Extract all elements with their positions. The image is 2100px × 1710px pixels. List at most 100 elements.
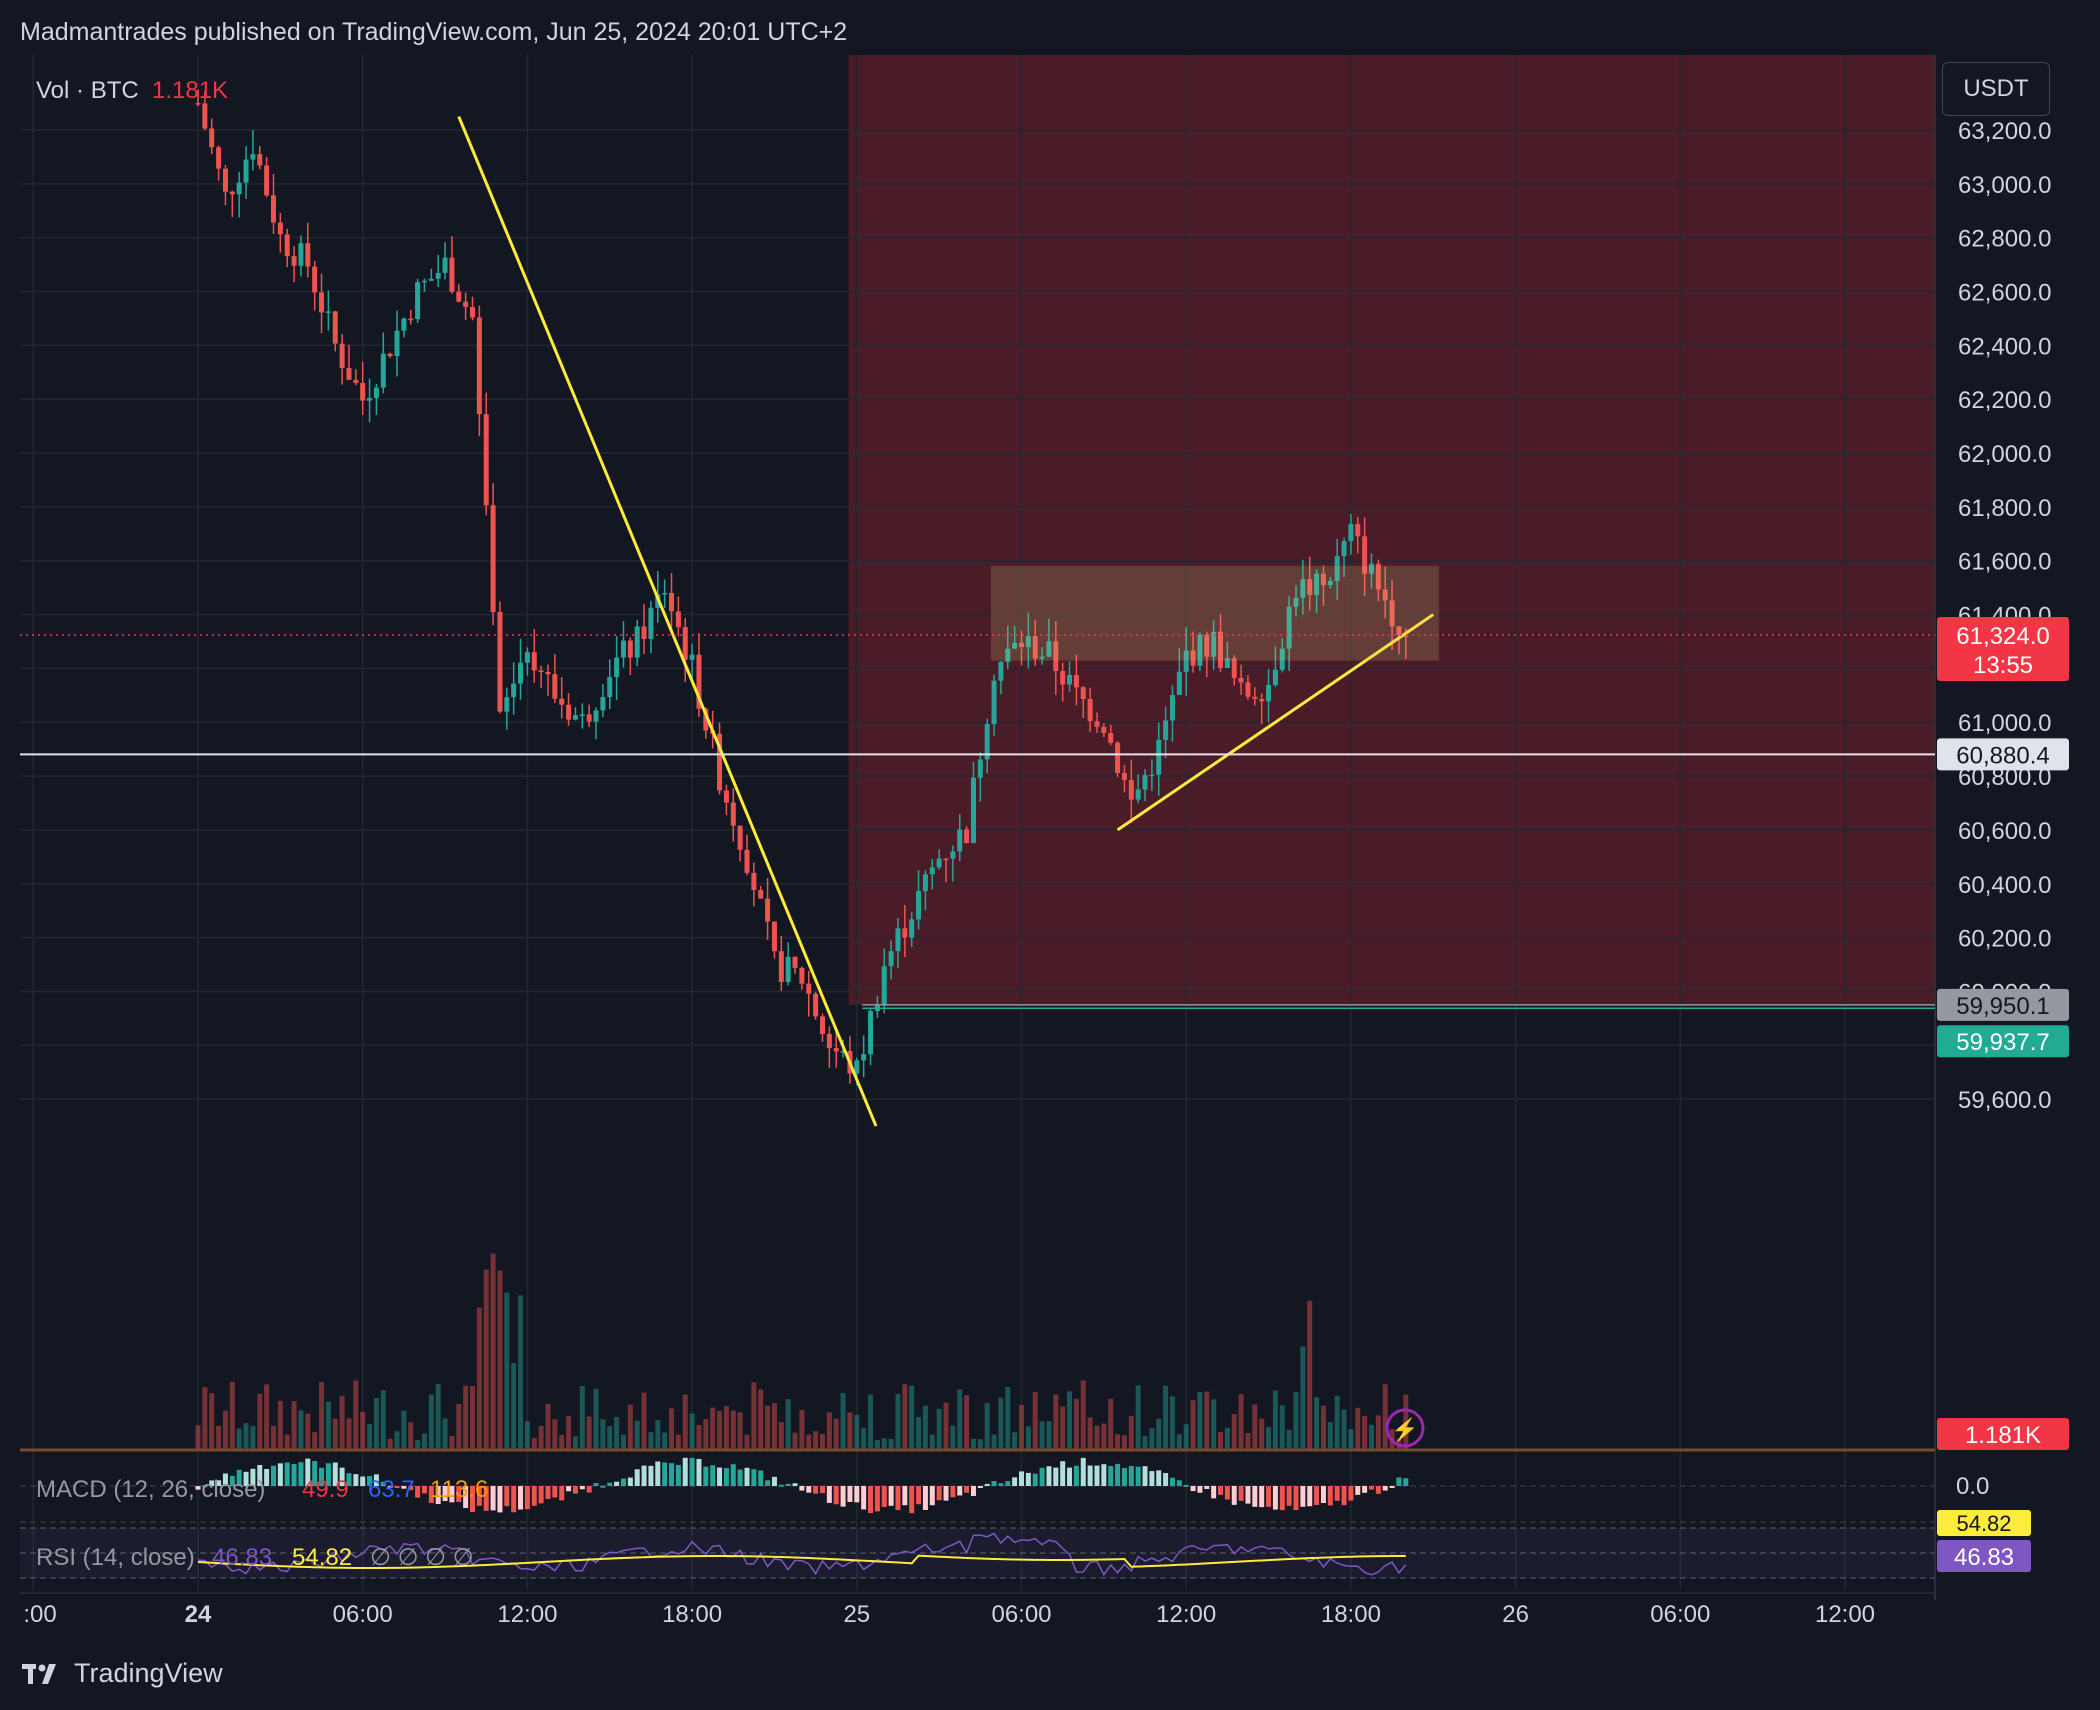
volume-bar	[861, 1427, 867, 1450]
macd-histogram-bar	[874, 1486, 880, 1512]
macd-panel	[20, 1457, 1935, 1523]
volume-bar	[408, 1422, 414, 1450]
candle-body	[1115, 742, 1121, 774]
macd-histogram-bar	[449, 1486, 455, 1503]
currency-button[interactable]: USDT	[1942, 62, 2050, 116]
volume-bar	[1169, 1396, 1175, 1450]
lightning-icon[interactable]	[1385, 1408, 1425, 1448]
candle-body	[1046, 641, 1052, 657]
candle-body	[964, 829, 970, 844]
macd-histogram-bar	[710, 1465, 716, 1486]
macd-histogram-bar	[682, 1457, 688, 1486]
macd-histogram-bar	[380, 1481, 386, 1486]
macd-histogram-bar	[504, 1486, 510, 1507]
volume-bar	[367, 1424, 373, 1450]
candle-body	[600, 697, 606, 711]
volume-bar	[1190, 1400, 1196, 1450]
volume-bar	[888, 1438, 894, 1450]
volume-bar	[353, 1380, 359, 1450]
time-tick-label: 06:00	[991, 1601, 1051, 1628]
volume-bar	[977, 1439, 983, 1450]
volume-bar	[1245, 1432, 1251, 1450]
rsi-legend-label: RSI (14, close)	[36, 1544, 195, 1571]
macd-histogram-bar	[1087, 1465, 1093, 1486]
macd-histogram-bar	[1080, 1457, 1086, 1486]
macd-histogram-bar	[298, 1462, 304, 1486]
volume-bar	[895, 1394, 901, 1450]
rsi-legend-extras: ∅ ∅ ∅ ∅	[370, 1544, 474, 1571]
macd-histogram-bar	[421, 1486, 427, 1494]
volume-bar	[874, 1439, 880, 1450]
trendline-down[interactable]	[457, 115, 878, 1127]
macd-histogram-bar	[620, 1478, 626, 1486]
volume-bar	[1327, 1422, 1333, 1450]
volume-bar	[648, 1432, 654, 1450]
volume-bar	[1218, 1431, 1224, 1450]
macd-histogram-bar	[401, 1486, 407, 1489]
candle-body	[243, 159, 249, 183]
macd-histogram-bar	[916, 1486, 922, 1505]
volume-bar	[222, 1410, 228, 1450]
volume-bar	[559, 1434, 565, 1450]
macd-histogram-bar	[922, 1486, 928, 1510]
green-line-label-bg	[1937, 1025, 2069, 1058]
macd-histogram-bar	[1183, 1484, 1189, 1487]
candle-body	[229, 191, 235, 195]
volume-bar	[421, 1433, 427, 1450]
macd-histogram-bar	[559, 1486, 565, 1501]
footer-brand-label: TradingView	[74, 1658, 223, 1688]
candle-body	[620, 640, 626, 658]
macd-histogram-bar	[1149, 1471, 1155, 1486]
trendline-up[interactable]	[1116, 613, 1435, 832]
candle-body	[305, 243, 311, 267]
volume-bar	[257, 1393, 263, 1450]
candle-body	[703, 708, 709, 731]
publisher-header: Madmantrades published on TradingView.co…	[20, 18, 848, 46]
volume-bar	[209, 1393, 215, 1450]
macd-histogram-bar	[552, 1486, 558, 1498]
time-tick-label: 18:00	[662, 1601, 722, 1628]
volume-bar	[1135, 1385, 1141, 1450]
candle-body	[1245, 682, 1251, 697]
candle-body	[1334, 556, 1340, 581]
candle-body	[1362, 536, 1368, 574]
volume-bar	[1266, 1426, 1272, 1450]
price-chart[interactable]: ⚡ 63,200.0 63,000.0 62,800.0 62,600.0 62,400…	[0, 0, 2100, 1640]
volume-bar	[373, 1398, 379, 1450]
macd-histogram-bar	[1272, 1486, 1278, 1510]
candle-body	[1375, 563, 1381, 590]
consolidation-zone[interactable]	[990, 565, 1440, 661]
candle-body	[476, 317, 482, 415]
candle-body	[470, 306, 475, 318]
footer-brand[interactable]: TradingView	[22, 1658, 223, 1689]
volume-bar	[483, 1269, 489, 1450]
volume-bar	[1341, 1409, 1347, 1450]
candle-body	[209, 128, 215, 148]
macd-histogram-bar	[291, 1464, 297, 1486]
candle-body	[319, 292, 325, 313]
macd-histogram-bar	[634, 1469, 640, 1486]
volume-bar	[607, 1426, 613, 1450]
volume-bar	[1101, 1423, 1107, 1450]
price-tick-label: 62,200.0	[1958, 387, 2051, 414]
legends: Vol · BTC 1.181K MACD (12, 26, close) 49.9 6…	[36, 77, 488, 1571]
volume-bar	[1149, 1428, 1155, 1450]
volume-bar	[1238, 1394, 1244, 1450]
candle-body	[1060, 671, 1066, 685]
candle-body	[449, 257, 455, 292]
candle-body	[778, 951, 784, 983]
volume-bar	[881, 1438, 887, 1450]
volume-bar	[1362, 1415, 1368, 1450]
macd-histogram-bar	[1355, 1486, 1361, 1495]
macd-histogram-bar	[470, 1486, 475, 1513]
macd-legend-v1: 49.9	[302, 1476, 349, 1503]
macd-histogram-bar	[202, 1485, 208, 1488]
white-line-label: 60,880.4	[1956, 742, 2049, 769]
macd-histogram-bar	[408, 1486, 414, 1491]
candle-body	[1156, 739, 1162, 775]
macd-histogram-bar	[1286, 1486, 1292, 1506]
macd-histogram-bar	[1190, 1486, 1196, 1492]
macd-histogram-bar	[614, 1481, 620, 1486]
macd-histogram-bar	[312, 1461, 318, 1486]
candle-body	[957, 829, 963, 852]
